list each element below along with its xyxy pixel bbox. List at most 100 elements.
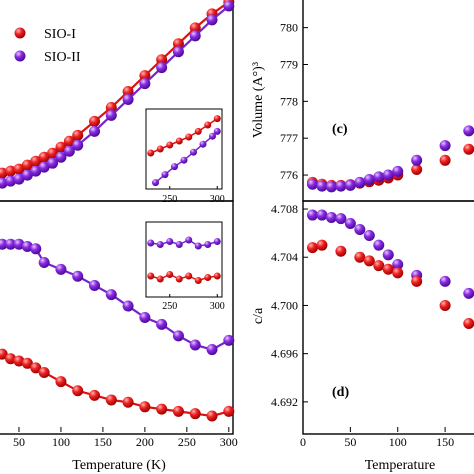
panel-b-point-sio-ii-13: [139, 312, 151, 323]
panel-d-point-sio-ii-0: [306, 209, 318, 221]
inset-b-frame: [145, 221, 223, 298]
panel-b-point-sio-i-12: [122, 396, 134, 408]
panel-c-point-sio-ii-3: [335, 180, 347, 192]
inset-a-point-sio-i-7: [213, 115, 221, 123]
panel-d-ytick-label-4.692: 4.692: [271, 395, 298, 409]
panel-a-point-sio-ii-9: [55, 151, 67, 163]
inset-b-point-sio-i-7: [213, 272, 221, 280]
legend: SIO-I SIO-II: [14, 27, 81, 65]
inset-a-point-sio-i-3: [175, 137, 183, 145]
inset-a-point-sio-i-5: [194, 127, 202, 135]
panel-a-point-sio-ii-6: [30, 165, 42, 177]
panel-a-point-sio-ii-8: [47, 157, 59, 169]
panel-b-point-sio-i-15: [172, 405, 184, 417]
x-axis-label-right: Temperature: [365, 458, 436, 473]
panel-c-ytick-label-780: 780: [280, 21, 298, 35]
panel-d-ytick-label-4.7: 4.700: [271, 298, 298, 312]
panel-b-point-sio-ii-14: [156, 318, 168, 330]
inset-b-point-sio-ii-4: [185, 236, 193, 244]
panel-b-point-sio-ii-10: [89, 279, 101, 291]
panel-c-point-sio-ii-1: [316, 180, 328, 192]
panel-a-point-sio-ii-5: [21, 169, 33, 181]
panel-a-point-sio-i-7: [38, 151, 50, 163]
panel-c-point-sio-i-12: [463, 143, 474, 155]
inset-a-xtick-label-250: 250: [162, 194, 177, 205]
panel-d-point-sio-ii-2: [325, 211, 337, 223]
panel-b-point-sio-i-14: [156, 403, 168, 415]
panel-b-xtick-label-300: 300: [220, 435, 238, 449]
panel-d-point-sio-ii-3: [335, 213, 347, 225]
panel-d-point-sio-ii-1: [316, 209, 328, 221]
inset-a-point-sio-ii-4: [190, 148, 197, 156]
inset-a-point-sio-ii-0: [152, 179, 159, 187]
panel-a-point-sio-ii-20: [223, 0, 235, 12]
panel-b-line-sio-i: [0, 351, 230, 418]
panel-b-point-sio-ii-2: [0, 238, 8, 250]
inset-b-point-sio-i-5: [194, 277, 202, 284]
panel-b-point-sio-ii-11: [105, 289, 117, 301]
panel-d-point-sio-ii-4: [344, 217, 356, 229]
panel-d-ytick-label-4.708: 4.708: [271, 202, 298, 216]
panel-a-point-sio-ii-4: [13, 173, 25, 185]
panel-b-point-sio-ii-8: [55, 263, 67, 275]
panel-c-ytick-label-778: 778: [280, 94, 298, 108]
panel-c-point-sio-ii-11: [439, 140, 451, 152]
inset-a-point-sio-ii-1: [161, 171, 169, 179]
panel-d-point-sio-ii-11: [439, 275, 451, 287]
inset-b-point-sio-ii-0: [147, 239, 155, 247]
panel-b-point-sio-i-10: [89, 389, 101, 401]
y-axis-label-ca: c/a: [251, 307, 266, 324]
panel-c-ytick-label-777: 777: [280, 131, 298, 145]
panel-a-point-sio-i-5: [21, 159, 33, 171]
panel-c-point-sio-ii-10: [411, 154, 423, 166]
panel-d-point-sio-i-0: [306, 242, 318, 254]
panel-a-point-sio-ii-10: [63, 145, 75, 157]
panel-a-point-sio-i-10: [63, 135, 75, 147]
panel-d-frame: [302, 200, 474, 435]
panel-d-xtick-label-100: 100: [389, 435, 407, 449]
panel-a-point-sio-i-9: [55, 141, 67, 153]
inset-b-point-sio-ii-3: [175, 241, 183, 248]
panel-b-point-sio-i-5: [21, 357, 33, 369]
panel-d-point-sio-ii-12: [463, 287, 474, 299]
panel-b-xtick-label-250: 250: [178, 435, 196, 449]
panel-c-ytick-label-776: 776: [280, 168, 298, 182]
panel-d-point-sio-ii-7: [373, 239, 385, 251]
panel-b-xtick-label-100: 100: [52, 435, 70, 449]
panel-b-point-sio-ii-6: [30, 243, 42, 255]
panel-a-point-sio-ii-7: [38, 161, 50, 173]
panel-a-point-sio-i-13: [105, 101, 117, 113]
panel-b-xtick-label-50: 50: [13, 435, 25, 449]
panel-label-b-fragment: ): [0, 385, 1, 400]
panel-a-point-sio-i-3: [5, 165, 17, 177]
panel-d-point-sio-i-10: [463, 318, 474, 330]
inset-b-point-sio-ii-2: [166, 238, 174, 245]
panel-d-point-sio-ii-6: [363, 230, 375, 242]
panel-a-point-sio-ii-15: [139, 78, 151, 90]
panel-b-point-sio-i-16: [189, 408, 201, 420]
inset-a-point-sio-ii-5: [199, 140, 207, 148]
panel-c-point-sio-ii-4: [344, 179, 356, 191]
panel-a-point-sio-i-11: [72, 129, 84, 141]
panel-d-point-sio-i-5: [373, 260, 385, 272]
panel-b-point-sio-i-3: [5, 353, 17, 365]
inset-b-xtick-label-250: 250: [162, 301, 177, 312]
legend-marker-sio-ii: [14, 50, 26, 62]
inset-b-point-sio-ii-7: [213, 238, 221, 245]
panel-b-point-sio-ii-12: [122, 300, 134, 312]
panel-d-point-sio-i-9: [439, 299, 451, 311]
panel-c-point-sio-ii-8: [382, 169, 394, 181]
panel-c-point-sio-ii-2: [325, 181, 337, 193]
panel-a-point-sio-ii-16: [156, 62, 168, 74]
panel-b-point-sio-ii-7: [38, 257, 50, 269]
panel-c-point-sio-ii-6: [363, 173, 375, 185]
panel-d-xtick-label-50: 50: [344, 435, 356, 449]
panel-d-point-sio-i-6: [382, 263, 394, 275]
panel-b-point-sio-ii-5: [21, 241, 33, 253]
panel-b-point-sio-ii-3: [5, 238, 17, 250]
inset-b-xtick-label-300: 300: [210, 301, 225, 312]
panel-a-point-sio-i-12: [89, 115, 101, 127]
panel-b-point-sio-i-8: [55, 376, 67, 388]
panel-a-point-sio-i-8: [47, 147, 59, 159]
panel-b-point-sio-i-7: [38, 366, 50, 378]
